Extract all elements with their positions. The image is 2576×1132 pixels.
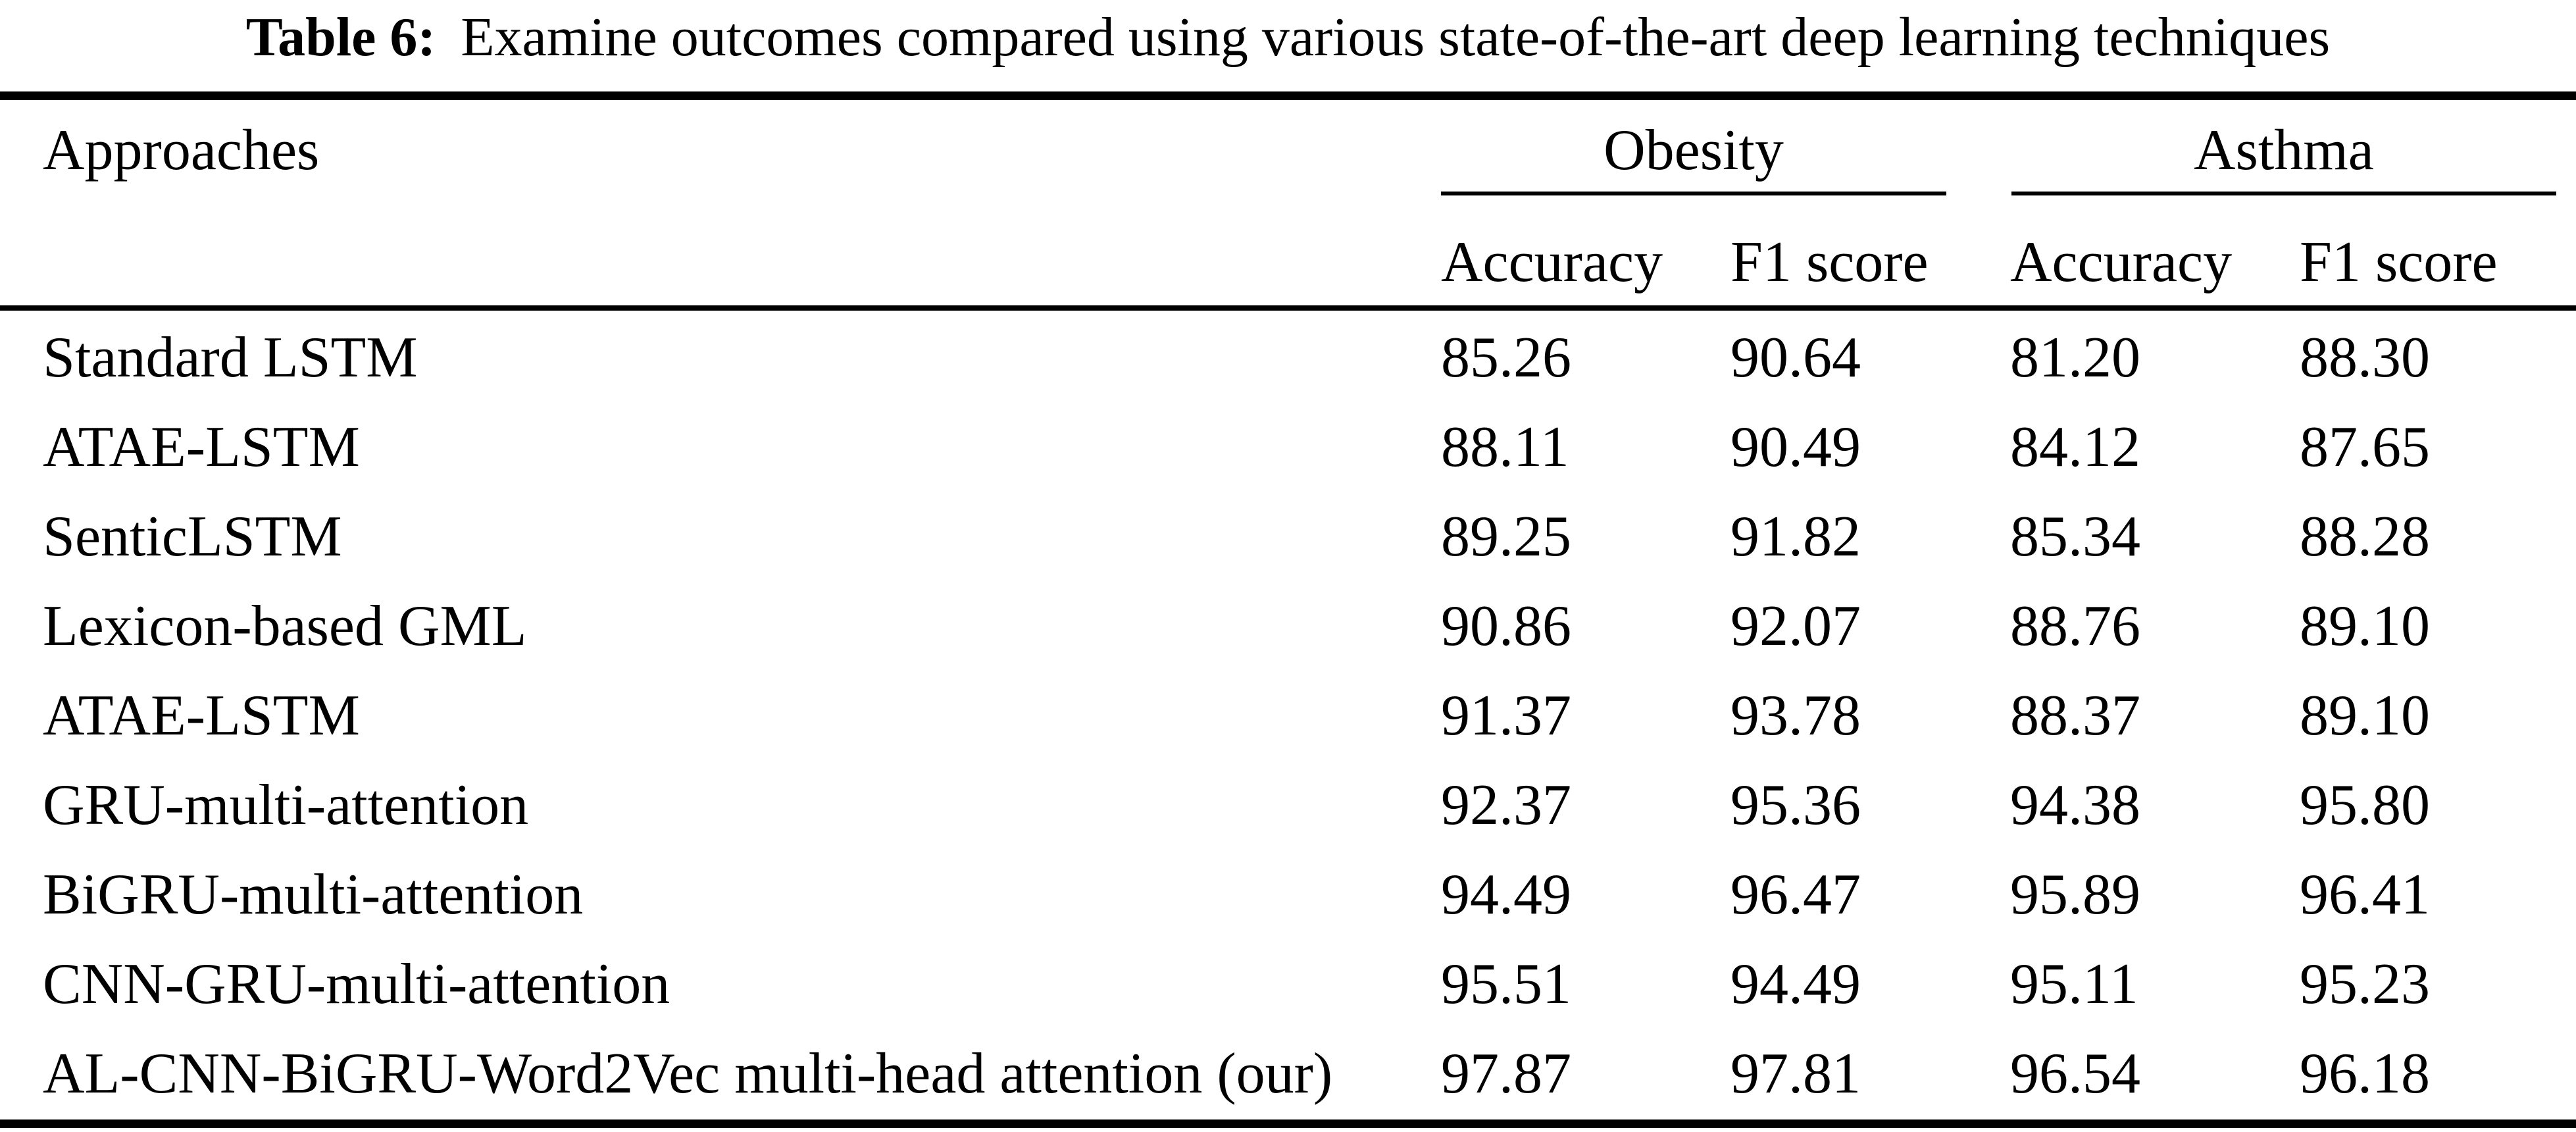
table-row: AL-CNN-BiGRU-Word2Vec multi-head attenti… bbox=[0, 1029, 2576, 1119]
value-cell: 94.38 bbox=[2010, 773, 2140, 837]
value-cell: 88.30 bbox=[2300, 326, 2430, 390]
table-row: GRU-multi-attention 92.37 95.36 94.38 95… bbox=[0, 761, 2576, 850]
value-cell: 95.11 bbox=[2010, 952, 2138, 1016]
value-cell: 95.36 bbox=[1730, 773, 1861, 837]
approach-cell: BiGRU-multi-attention bbox=[43, 863, 584, 927]
value-cell: 87.65 bbox=[2300, 415, 2430, 479]
subheader-asthma-f1: F1 score bbox=[2300, 230, 2498, 294]
value-cell: 94.49 bbox=[1441, 863, 1571, 927]
value-cell: 97.87 bbox=[1441, 1042, 1571, 1106]
table-row: ATAE-LSTM 88.11 90.49 84.12 87.65 bbox=[0, 403, 2576, 492]
value-cell: 91.37 bbox=[1441, 684, 1571, 748]
table-row: CNN-GRU-multi-attention 95.51 94.49 95.1… bbox=[0, 940, 2576, 1029]
approach-cell: AL-CNN-BiGRU-Word2Vec multi-head attenti… bbox=[43, 1042, 1333, 1106]
approach-cell: SenticLSTM bbox=[43, 505, 342, 569]
value-cell: 92.07 bbox=[1730, 594, 1861, 658]
value-cell: 96.18 bbox=[2300, 1042, 2430, 1106]
header-approaches: Approaches bbox=[43, 118, 320, 182]
value-cell: 85.34 bbox=[2010, 505, 2140, 569]
value-cell: 90.64 bbox=[1730, 326, 1861, 390]
value-cell: 94.49 bbox=[1730, 952, 1861, 1016]
table-row: BiGRU-multi-attention 94.49 96.47 95.89 … bbox=[0, 850, 2576, 940]
value-cell: 84.12 bbox=[2010, 415, 2140, 479]
value-cell: 88.28 bbox=[2300, 505, 2430, 569]
value-cell: 96.54 bbox=[2010, 1042, 2140, 1106]
value-cell: 96.41 bbox=[2300, 863, 2430, 927]
subheader-asthma-accuracy: Accuracy bbox=[2010, 230, 2233, 294]
value-cell: 89.10 bbox=[2300, 594, 2430, 658]
table-row: Standard LSTM 85.26 90.64 81.20 88.30 bbox=[0, 313, 2576, 403]
table-row: Lexicon-based GML 90.86 92.07 88.76 89.1… bbox=[0, 582, 2576, 671]
value-cell: 95.23 bbox=[2300, 952, 2430, 1016]
value-cell: 90.86 bbox=[1441, 594, 1571, 658]
value-cell: 81.20 bbox=[2010, 326, 2140, 390]
table-row: SenticLSTM 89.25 91.82 85.34 88.28 bbox=[0, 492, 2576, 582]
approach-cell: ATAE-LSTM bbox=[43, 684, 360, 748]
header-body-rule bbox=[0, 305, 2576, 311]
value-cell: 89.25 bbox=[1441, 505, 1571, 569]
approach-cell: ATAE-LSTM bbox=[43, 415, 360, 479]
value-cell: 91.82 bbox=[1730, 505, 1861, 569]
value-cell: 88.11 bbox=[1441, 415, 1569, 479]
table-body: Standard LSTM 85.26 90.64 81.20 88.30 AT… bbox=[0, 313, 2576, 1119]
value-cell: 90.49 bbox=[1730, 415, 1861, 479]
value-cell: 85.26 bbox=[1441, 326, 1571, 390]
table-row: ATAE-LSTM 91.37 93.78 88.37 89.10 bbox=[0, 671, 2576, 761]
header-group-obesity: Obesity bbox=[1604, 118, 1784, 182]
subheader-obesity-f1: F1 score bbox=[1730, 230, 1929, 294]
value-cell: 96.47 bbox=[1730, 863, 1861, 927]
value-cell: 95.89 bbox=[2010, 863, 2140, 927]
approach-cell: Standard LSTM bbox=[43, 326, 418, 390]
top-rule bbox=[0, 91, 2576, 100]
value-cell: 93.78 bbox=[1730, 684, 1861, 748]
approach-cell: GRU-multi-attention bbox=[43, 773, 529, 837]
value-cell: 89.10 bbox=[2300, 684, 2430, 748]
value-cell: 88.37 bbox=[2010, 684, 2140, 748]
value-cell: 95.80 bbox=[2300, 773, 2430, 837]
table-caption: Table 6: Examine outcomes compared using … bbox=[0, 1, 2576, 73]
caption-text: Examine outcomes compared using various … bbox=[461, 7, 2331, 68]
bottom-rule bbox=[0, 1119, 2576, 1128]
value-cell: 95.51 bbox=[1441, 952, 1571, 1016]
approach-cell: Lexicon-based GML bbox=[43, 594, 527, 658]
caption-label: Table 6: bbox=[245, 7, 436, 68]
value-cell: 88.76 bbox=[2010, 594, 2140, 658]
obesity-group-rule bbox=[1441, 192, 1946, 195]
subheader-obesity-accuracy: Accuracy bbox=[1441, 230, 1663, 294]
header-group-asthma: Asthma bbox=[2194, 118, 2374, 182]
value-cell: 92.37 bbox=[1441, 773, 1571, 837]
value-cell: 97.81 bbox=[1730, 1042, 1861, 1106]
asthma-group-rule bbox=[2011, 192, 2556, 195]
approach-cell: CNN-GRU-multi-attention bbox=[43, 952, 670, 1016]
